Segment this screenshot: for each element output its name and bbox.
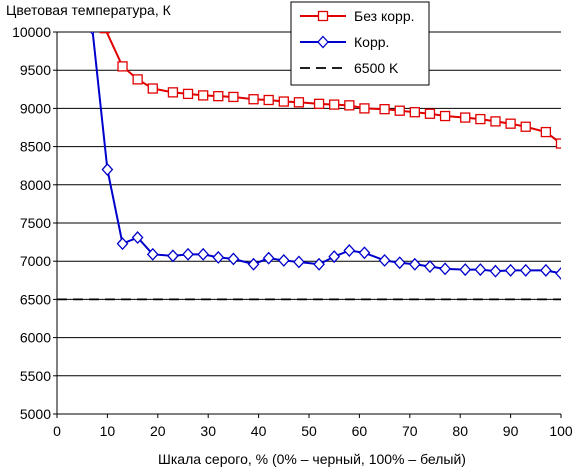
data-point-uncorrected — [248, 94, 259, 105]
data-point-uncorrected — [167, 87, 179, 98]
x-tick-label: 40 — [251, 423, 267, 439]
data-point-uncorrected — [313, 98, 325, 109]
data-point-corrected — [343, 244, 356, 257]
x-tick-label: 10 — [100, 423, 116, 439]
data-point-corrected — [555, 266, 561, 280]
y-tick-label: 9000 — [20, 100, 51, 116]
data-point-uncorrected — [424, 108, 436, 119]
data-point-corrected — [459, 263, 472, 277]
data-point-corrected — [146, 247, 159, 261]
data-point-uncorrected — [409, 107, 420, 118]
gridlines — [53, 31, 561, 415]
data-point-corrected — [212, 250, 225, 264]
data-point-uncorrected — [379, 104, 390, 115]
data-point-corrected — [247, 257, 260, 271]
x-tick-label: 30 — [200, 423, 216, 439]
data-point-corrected — [439, 262, 451, 276]
legend-label-uncorrected: Без корр. — [354, 8, 415, 24]
series-layer — [57, 32, 561, 301]
legend-marker-corrected — [317, 35, 329, 49]
data-point-corrected — [313, 257, 325, 271]
data-point-uncorrected — [460, 112, 471, 123]
x-axis-label: Шкала серого, % (0% – черный, 100% – бел… — [158, 451, 466, 467]
data-point-uncorrected — [198, 90, 209, 101]
data-point-uncorrected — [278, 96, 289, 107]
x-tick-label: 70 — [402, 423, 418, 439]
data-point-corrected — [358, 246, 371, 260]
legend-label-reference: 6500 K — [354, 60, 399, 76]
x-tick-label: 80 — [452, 423, 468, 439]
data-point-corrected — [197, 247, 210, 261]
data-point-uncorrected — [394, 105, 405, 116]
data-point-uncorrected — [228, 91, 239, 103]
data-point-corrected — [227, 252, 240, 266]
y-tick-label: 7000 — [20, 253, 51, 269]
y-tick-label: 8500 — [20, 139, 51, 155]
data-point-uncorrected — [132, 74, 143, 85]
legend-marker-uncorrected — [317, 10, 329, 22]
data-point-uncorrected — [99, 32, 111, 34]
data-point-corrected — [519, 263, 532, 277]
data-point-corrected — [424, 260, 436, 274]
data-point-corrected — [293, 255, 305, 269]
y-tick-label: 7500 — [20, 215, 51, 231]
data-point-uncorrected — [439, 110, 451, 122]
series-clip-group — [57, 32, 561, 301]
y-tick-labels: 5000 5500 6000 6500 7000 7500 8000 8500 9000 9500… — [12, 24, 51, 422]
series-corrected — [89, 32, 561, 280]
data-point-corrected — [262, 251, 275, 265]
data-point-corrected — [89, 32, 95, 35]
data-point-corrected — [393, 256, 406, 270]
y-tick-label: 6500 — [20, 291, 51, 307]
data-point-corrected — [182, 247, 194, 261]
data-point-corrected — [474, 263, 487, 277]
data-point-uncorrected — [293, 97, 305, 108]
data-point-uncorrected — [505, 118, 516, 129]
legend: Без корр. Корр. 6500 K — [290, 1, 430, 86]
data-point-uncorrected — [555, 138, 561, 149]
data-point-corrected — [328, 250, 341, 264]
data-point-uncorrected — [359, 103, 370, 114]
data-point-corrected — [540, 263, 552, 277]
data-point-uncorrected — [520, 121, 531, 132]
series-uncorrected — [99, 32, 561, 149]
y-tick-label: 5500 — [20, 368, 51, 384]
x-tick-label: 20 — [150, 423, 166, 439]
data-point-uncorrected — [263, 94, 274, 106]
x-tick-label: 60 — [352, 423, 368, 439]
x-tick-label: 0 — [53, 423, 61, 439]
data-point-corrected — [378, 253, 391, 267]
data-point-uncorrected — [329, 99, 340, 110]
data-point-corrected — [167, 249, 179, 263]
data-point-corrected — [131, 231, 144, 244]
data-point-uncorrected — [540, 126, 552, 138]
y-tick-label: 9500 — [20, 62, 51, 78]
data-point-uncorrected — [147, 83, 158, 94]
y-axis-label: Цветовая температура, К — [6, 2, 172, 18]
data-point-corrected — [408, 257, 421, 271]
y-tick-label: 10000 — [12, 24, 51, 40]
legend-label-corrected: Корр. — [354, 34, 389, 50]
x-tick-label: 90 — [503, 423, 519, 439]
data-point-corrected — [116, 237, 129, 251]
x-tick-label: 50 — [301, 423, 317, 439]
data-point-corrected — [277, 253, 290, 267]
data-point-uncorrected — [117, 61, 128, 72]
data-point-corrected — [489, 264, 502, 278]
x-tick-label: 100 — [549, 423, 572, 439]
data-point-uncorrected — [490, 116, 501, 127]
data-point-corrected — [101, 163, 114, 176]
y-tick-label: 8000 — [20, 177, 51, 193]
data-point-uncorrected — [182, 88, 194, 100]
y-tick-label: 5000 — [20, 406, 51, 422]
data-point-uncorrected — [213, 91, 224, 102]
data-point-uncorrected — [475, 113, 486, 125]
data-point-corrected — [504, 263, 517, 277]
y-tick-label: 6000 — [20, 330, 51, 346]
data-point-uncorrected — [344, 100, 355, 111]
x-tick-labels: 0 10 20 30 40 50 60 70 80 90 100 — [53, 414, 572, 439]
